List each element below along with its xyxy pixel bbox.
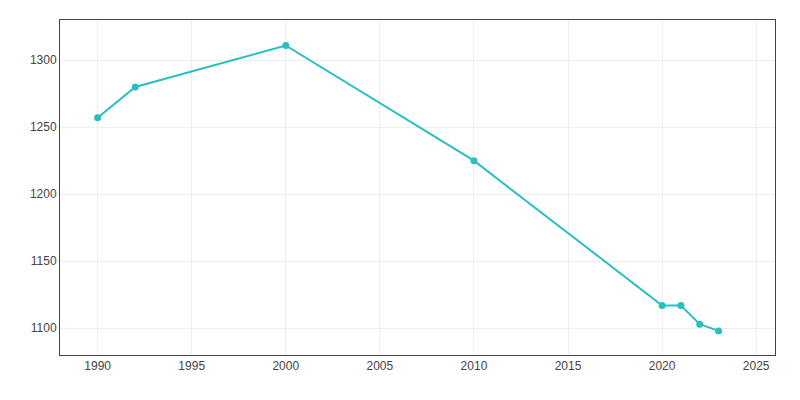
svg-text:1100: 1100 <box>31 321 57 335</box>
svg-text:2020: 2020 <box>649 359 676 373</box>
svg-text:1200: 1200 <box>30 187 57 201</box>
svg-text:1995: 1995 <box>178 359 205 373</box>
svg-text:1990: 1990 <box>84 359 111 373</box>
svg-text:1300: 1300 <box>30 53 57 67</box>
svg-text:1150: 1150 <box>31 254 57 268</box>
svg-text:2025: 2025 <box>743 359 770 373</box>
svg-text:1250: 1250 <box>30 120 57 134</box>
svg-text:2015: 2015 <box>555 359 582 373</box>
svg-text:2010: 2010 <box>461 359 488 373</box>
svg-text:2000: 2000 <box>272 359 299 373</box>
svg-text:2005: 2005 <box>367 359 394 373</box>
